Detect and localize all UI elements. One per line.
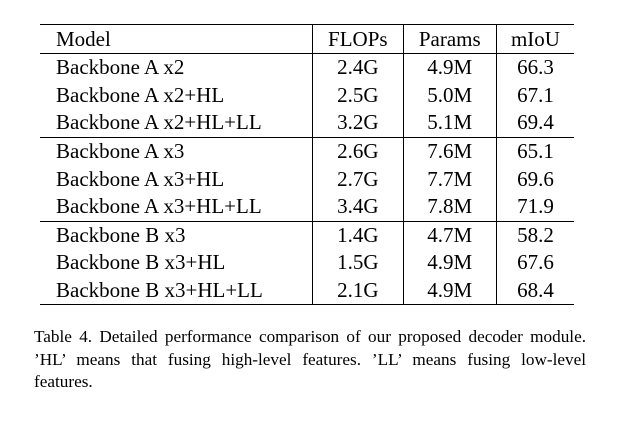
table-caption: Table 4. Detailed performance comparison… — [34, 327, 586, 391]
cell-miou: 69.4 — [495, 109, 574, 138]
cell-flops: 3.2G — [312, 109, 404, 138]
cell-params: 7.8M — [402, 192, 497, 222]
cell-params: 4.7M — [402, 221, 497, 250]
cell-model: Backbone B x3+HL+LL — [40, 276, 313, 306]
cell-params: 4.9M — [402, 249, 497, 277]
header-params: Params — [402, 24, 497, 54]
header-miou: mIoU — [495, 24, 574, 54]
cell-params: 7.6M — [402, 137, 497, 166]
table-row: Backbone B x3+HL 1.5G 4.9M 67.6 — [40, 249, 574, 277]
cell-flops: 2.5G — [312, 81, 404, 110]
cell-params: 4.9M — [402, 276, 497, 306]
cell-model: Backbone A x3+HL — [56, 166, 225, 191]
cell-flops: 2.4G — [312, 53, 404, 82]
performance-table-container: Model FLOPs Params mIoU Backbone A x2 2.… — [40, 24, 574, 306]
cell-model: Backbone A x2 — [56, 55, 185, 80]
table-row: Backbone A x2 2.4G 4.9M 66.3 — [40, 53, 574, 82]
cell-params: 5.0M — [402, 81, 497, 110]
cell-miou: 69.6 — [495, 165, 574, 193]
cell-flops: 2.6G — [312, 137, 404, 166]
cell-miou: 66.3 — [495, 53, 574, 82]
cell-params: 5.1M — [402, 109, 497, 138]
cell-miou: 68.4 — [495, 276, 574, 306]
cell-miou: 58.2 — [495, 221, 574, 250]
header-flops: FLOPs — [312, 24, 404, 54]
cell-params: 7.7M — [402, 165, 497, 193]
cell-flops: 2.7G — [312, 165, 404, 193]
table-row: Backbone B x3 1.4G 4.7M 58.2 — [40, 221, 574, 250]
header-model: Model — [40, 24, 313, 54]
table-row: Backbone A x3+HL+LL 3.4G 7.8M 71.9 — [40, 192, 574, 222]
cell-flops: 1.4G — [312, 221, 404, 250]
cell-model: Backbone B x3+HL — [56, 250, 226, 275]
cell-params: 4.9M — [402, 53, 497, 82]
cell-miou: 67.1 — [495, 81, 574, 110]
cell-flops: 3.4G — [312, 192, 404, 222]
table-header-row: Model FLOPs Params mIoU — [40, 24, 574, 54]
cell-model: Backbone A x3 — [56, 139, 185, 164]
cell-model: Backbone A x3+HL+LL — [40, 192, 313, 222]
table-row: Backbone A x3+HL 2.7G 7.7M 69.6 — [40, 165, 574, 193]
cell-miou: 65.1 — [495, 137, 574, 166]
table-row: Backbone A x2+HL 2.5G 5.0M 67.1 — [40, 81, 574, 110]
cell-model: Backbone B x3 — [56, 222, 186, 247]
cell-miou: 67.6 — [495, 249, 574, 277]
table-row: Backbone A x2+HL+LL 3.2G 5.1M 69.4 — [40, 109, 574, 138]
cell-model: Backbone A x2+HL+LL — [40, 109, 313, 138]
cell-miou: 71.9 — [495, 192, 574, 222]
cell-flops: 2.1G — [312, 276, 404, 306]
cell-model: Backbone A x2+HL — [56, 82, 225, 107]
table-row: Backbone B x3+HL+LL 2.1G 4.9M 68.4 — [40, 276, 574, 306]
cell-flops: 1.5G — [312, 249, 404, 277]
performance-table: Model FLOPs Params mIoU Backbone A x2 2.… — [40, 24, 574, 306]
table-row: Backbone A x3 2.6G 7.6M 65.1 — [40, 137, 574, 166]
